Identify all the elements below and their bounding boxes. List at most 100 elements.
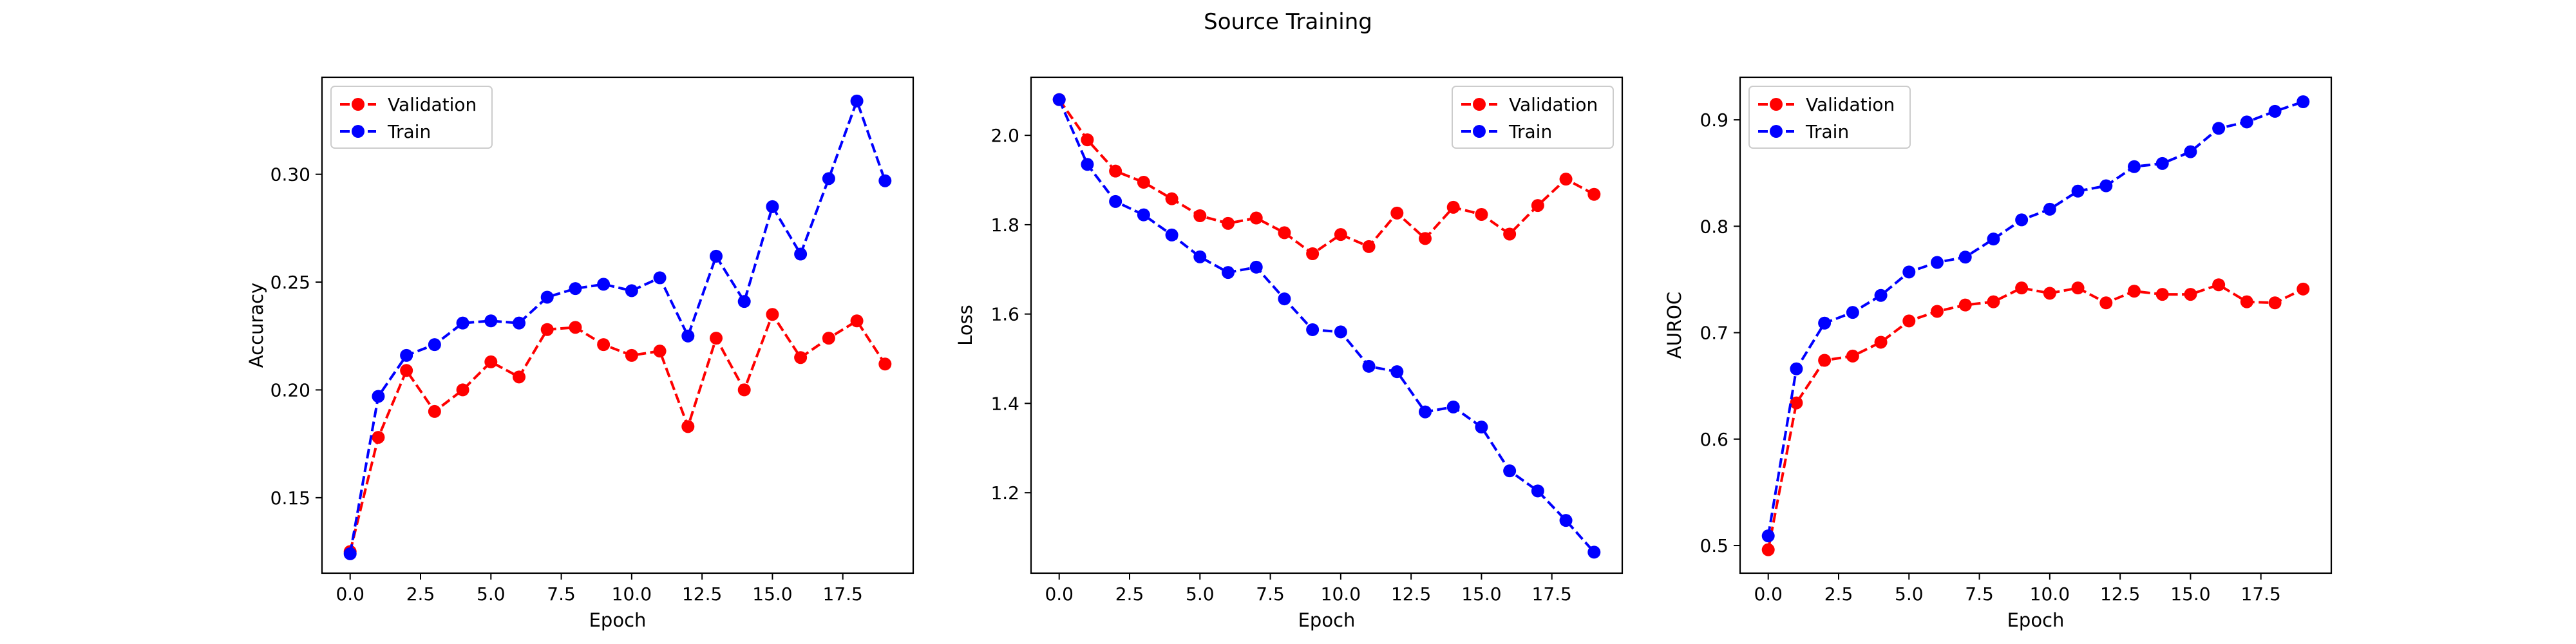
y-tick-label: 2.0 — [990, 125, 1019, 146]
data-point-train — [1587, 545, 1601, 559]
data-point-validation — [822, 332, 835, 345]
data-point-validation — [1531, 199, 1544, 213]
x-tick-label: 0.0 — [1045, 583, 1074, 605]
data-point-validation — [400, 364, 413, 377]
data-point-validation — [794, 351, 808, 365]
data-point-train — [625, 284, 638, 298]
legend-swatch-marker — [1473, 125, 1486, 138]
data-point-validation — [2128, 285, 2141, 298]
legend-entry-label: Validation — [1806, 94, 1895, 115]
data-point-train — [400, 348, 413, 362]
data-point-validation — [737, 383, 751, 397]
series-line-validation — [348, 311, 886, 552]
data-point-train — [766, 200, 779, 213]
data-point-validation — [1446, 200, 1460, 214]
data-point-train — [681, 329, 695, 343]
data-point-train — [428, 338, 441, 352]
legend: Validation Train — [1748, 86, 1911, 149]
y-tick-label: 1.2 — [990, 482, 1019, 504]
y-axis-label: AUROC — [1663, 292, 1685, 359]
data-point-validation — [681, 420, 695, 433]
data-point-train — [822, 172, 835, 185]
data-point-validation — [878, 357, 892, 371]
legend-entry-label: Train — [1508, 121, 1552, 142]
data-point-train — [1559, 514, 1573, 527]
y-tick-label: 1.8 — [990, 214, 1019, 236]
data-point-validation — [597, 338, 611, 352]
data-point-train — [1987, 232, 2000, 246]
plot-area — [322, 77, 913, 573]
x-tick-label: 2.5 — [1824, 583, 1853, 605]
data-point-train — [1874, 289, 1888, 302]
x-axis-label: Epoch — [2007, 609, 2065, 631]
data-point-train — [2128, 160, 2141, 173]
data-point-validation — [1390, 206, 1404, 220]
data-point-validation — [1559, 173, 1573, 186]
data-point-train — [710, 249, 723, 263]
data-point-validation — [1165, 192, 1179, 205]
data-point-validation — [2071, 281, 2085, 295]
x-tick-label: 2.5 — [1115, 583, 1144, 605]
y-axis-label: Accuracy — [245, 283, 267, 368]
data-point-validation — [653, 345, 667, 358]
data-point-train — [1306, 323, 1320, 336]
y-tick-label: 0.6 — [1700, 429, 1728, 450]
y-tick-label: 0.9 — [1700, 109, 1728, 131]
legend-swatch-marker — [352, 98, 365, 111]
data-point-train — [456, 316, 469, 330]
data-point-train — [1222, 266, 1235, 279]
data-point-validation — [1475, 207, 1488, 221]
x-axis-label: Epoch — [1298, 609, 1356, 631]
data-point-validation — [428, 404, 441, 418]
data-point-train — [1475, 421, 1488, 434]
data-point-train — [1818, 316, 1832, 330]
data-point-validation — [1790, 396, 1803, 410]
data-point-validation — [1761, 543, 1775, 556]
x-tick-label: 7.5 — [1965, 583, 1994, 605]
plot-area — [1740, 77, 2331, 573]
series-train — [1761, 95, 2310, 543]
x-tick-label: 10.0 — [612, 583, 652, 605]
data-point-train — [2015, 213, 2029, 227]
chart-auroc: 0.0 2.5 5.0 7.5 10.0 12.5 15.0 17.5 0.5 0.6 0.7 0.8… — [1663, 76, 2333, 631]
x-tick-label: 15.0 — [1461, 583, 1501, 605]
data-point-validation — [1249, 211, 1263, 225]
data-point-train — [1362, 359, 1376, 373]
data-point-train — [484, 314, 498, 328]
data-point-validation — [1846, 349, 1859, 363]
series-validation — [1761, 278, 2310, 556]
data-point-validation — [2268, 296, 2282, 310]
x-tick-label: 17.5 — [1532, 583, 1572, 605]
data-point-validation — [2015, 281, 2029, 295]
x-tick-label: 15.0 — [2170, 583, 2210, 605]
series-line-train — [348, 97, 887, 554]
data-point-train — [1761, 529, 1775, 543]
data-point-validation — [1278, 226, 1291, 240]
data-point-train — [1902, 265, 1916, 279]
data-point-train — [794, 247, 808, 261]
legend: Validation Train — [1452, 86, 1614, 149]
x-tick-label: 2.5 — [406, 583, 435, 605]
x-tick-label: 0.0 — [1754, 583, 1783, 605]
y-tick-label: 0.5 — [1700, 535, 1728, 556]
data-point-train — [1790, 362, 1803, 375]
data-point-validation — [540, 323, 554, 336]
figure-title: Source Training — [1204, 9, 1372, 35]
data-point-validation — [2297, 282, 2310, 296]
y-axis-label: Loss — [954, 305, 976, 346]
data-point-validation — [625, 348, 638, 362]
x-tick-label: 10.0 — [2030, 583, 2070, 605]
data-point-train — [1958, 251, 1972, 264]
data-point-validation — [1193, 209, 1207, 223]
data-point-train — [2155, 156, 2169, 170]
data-point-train — [1390, 365, 1404, 379]
data-point-train — [1419, 405, 1432, 419]
y-tick-label: 0.8 — [1700, 216, 1728, 237]
data-point-train — [1081, 158, 1094, 171]
data-point-train — [1052, 93, 1066, 106]
x-tick-label: 5.0 — [1186, 583, 1215, 605]
data-point-validation — [1958, 298, 1972, 312]
data-point-validation — [1109, 164, 1122, 178]
data-point-train — [343, 547, 357, 560]
x-tick-label: 12.5 — [1391, 583, 1431, 605]
